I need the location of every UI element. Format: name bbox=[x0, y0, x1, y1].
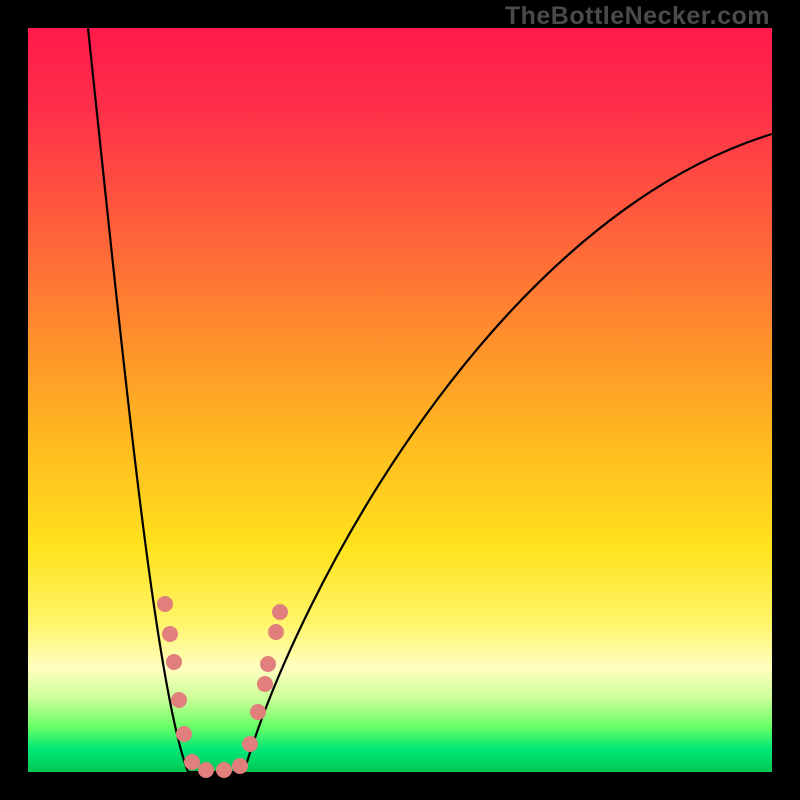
curve-marker bbox=[198, 762, 214, 778]
chart-frame: TheBottleNecker.com bbox=[0, 0, 800, 800]
curve-marker bbox=[250, 704, 266, 720]
curve-marker bbox=[176, 726, 192, 742]
curve-marker bbox=[216, 762, 232, 778]
bottleneck-chart-svg bbox=[0, 0, 800, 800]
curve-marker bbox=[242, 736, 258, 752]
curve-marker bbox=[171, 692, 187, 708]
curve-marker bbox=[184, 754, 200, 770]
curve-marker bbox=[272, 604, 288, 620]
watermark-text: TheBottleNecker.com bbox=[505, 2, 770, 31]
plot-area bbox=[28, 28, 772, 772]
curve-marker bbox=[260, 656, 276, 672]
curve-marker bbox=[257, 676, 273, 692]
curve-marker bbox=[232, 758, 248, 774]
curve-marker bbox=[166, 654, 182, 670]
curve-marker bbox=[157, 596, 173, 612]
curve-marker bbox=[162, 626, 178, 642]
curve-marker bbox=[268, 624, 284, 640]
